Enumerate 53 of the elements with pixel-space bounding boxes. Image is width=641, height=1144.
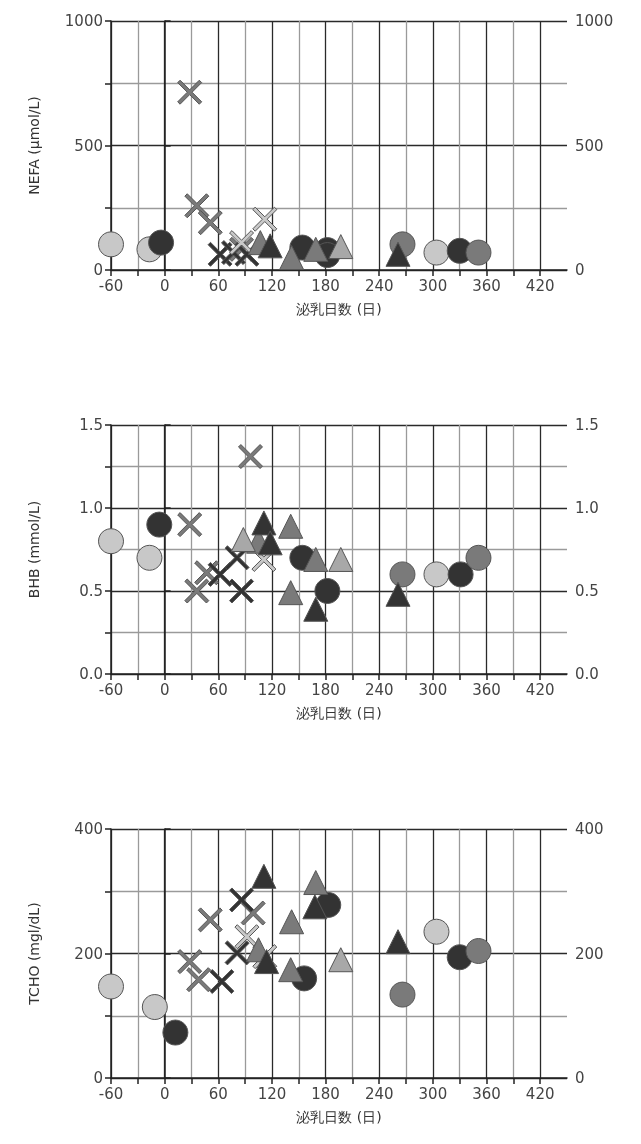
y-tick-label: 1000 [64, 12, 103, 30]
x-tick-label: 420 [525, 1084, 555, 1103]
y2-tick-label: 0 [575, 261, 585, 279]
x-tick-label: 0 [159, 680, 170, 699]
y2-tick-label: 0.5 [575, 582, 599, 600]
x-tick-label: 240 [364, 276, 394, 295]
x-tick-label: 360 [472, 276, 501, 295]
x-tick-label: 120 [257, 680, 287, 699]
y-axis-title: NEFA (µmol/L) [26, 96, 42, 195]
x-tick-label: 420 [525, 680, 555, 699]
y-axis-title: TCHO (mgl/dL) [26, 902, 42, 1006]
x-tick-label: 60 [208, 680, 228, 699]
y-tick-label: 400 [74, 820, 103, 838]
y2-tick-label: 200 [575, 944, 604, 963]
y-tick-label: 0.0 [79, 665, 103, 683]
x-tick-label: 360 [472, 680, 501, 699]
x-tick-label: -60 [98, 276, 124, 295]
x-tick-label: 240 [364, 1084, 394, 1103]
y2-tick-label: 0 [575, 1069, 585, 1087]
y-tick-label: 1.0 [79, 499, 103, 517]
x-tick-label: 300 [418, 276, 448, 295]
x-tick-label: 120 [257, 276, 287, 295]
x-tick-label: 240 [364, 680, 394, 699]
x-tick-label: -60 [98, 680, 124, 699]
y-tick-label: 0 [93, 1069, 103, 1087]
x-tick-label: 300 [418, 680, 448, 699]
y-axis-title: BHB (mmol/L) [26, 500, 42, 599]
x-tick-label: 420 [525, 276, 555, 295]
y2-tick-label: 0.0 [575, 665, 599, 683]
x-tick-label: 60 [208, 1084, 228, 1103]
x-tick-label: 120 [257, 1084, 287, 1103]
y2-tick-label: 500 [575, 136, 604, 155]
y2-tick-label: 400 [575, 820, 604, 838]
y2-tick-label: 1.0 [575, 499, 599, 517]
y2-tick-label: 1.5 [575, 416, 599, 434]
x-tick-label: 60 [208, 276, 228, 295]
x-tick-label: -60 [98, 1084, 124, 1103]
y-tick-label: 500 [74, 136, 103, 155]
x-axis-title: 泌乳日数 (日) [296, 1109, 382, 1125]
x-axis-title: 泌乳日数 (日) [296, 705, 382, 721]
x-axis-title: 泌乳日数 (日) [296, 301, 382, 317]
y-tick-label: 0 [93, 261, 103, 279]
y-tick-label: 200 [74, 944, 103, 963]
x-tick-label: 360 [472, 1084, 501, 1103]
y-tick-label: 0.5 [79, 582, 103, 600]
y-tick-label: 1.5 [79, 416, 103, 434]
x-tick-label: 300 [418, 1084, 448, 1103]
x-tick-label: 0 [159, 276, 170, 295]
x-tick-label: 0 [159, 1084, 170, 1103]
x-tick-label: 180 [311, 680, 340, 699]
y2-tick-label: 1000 [575, 12, 614, 30]
x-tick-label: 180 [311, 1084, 340, 1103]
x-tick-label: 180 [311, 276, 340, 295]
